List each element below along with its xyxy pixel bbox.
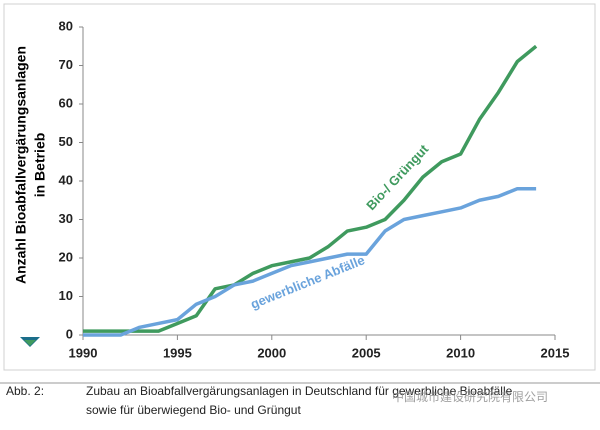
series-line: [83, 186, 537, 337]
x-tick-label: 1995: [163, 345, 192, 360]
chart-frame: [3, 3, 596, 371]
y-tick-label: 40: [59, 172, 73, 187]
y-tick-label: 60: [59, 95, 73, 110]
y-tick-label: 0: [66, 326, 73, 341]
y-label-line: Anzahl Bioabfallvergärungsanlagen: [13, 46, 29, 284]
caption-label: Abb. 2:: [6, 384, 44, 398]
watermark: 中国城市建设研究院有限公司: [392, 389, 548, 404]
x-tick-label: 2010: [446, 345, 475, 360]
y-label-line: in Betrieb: [32, 133, 48, 198]
series-line: [83, 44, 538, 333]
y-tick-label: 10: [59, 288, 73, 303]
y-tick-label: 30: [59, 211, 73, 226]
x-tick-label: 2000: [257, 345, 286, 360]
y-tick-label: 80: [59, 18, 73, 33]
x-tick-label: 2015: [541, 345, 570, 360]
caption-line: Zubau an Bioabfallvergärungsanlagen in D…: [86, 384, 513, 398]
y-tick-label: 70: [59, 57, 73, 72]
x-tick-label: 1990: [69, 345, 98, 360]
x-tick-label: 2005: [352, 345, 381, 360]
y-label: Anzahl Bioabfallvergärungsanlagen in Bet…: [13, 46, 48, 284]
y-tick-label: 50: [59, 134, 73, 149]
logo: [20, 337, 40, 347]
y-tick-label: 20: [59, 249, 73, 264]
caption-line: sowie für überwiegend Bio- und Grüngut: [86, 403, 301, 417]
